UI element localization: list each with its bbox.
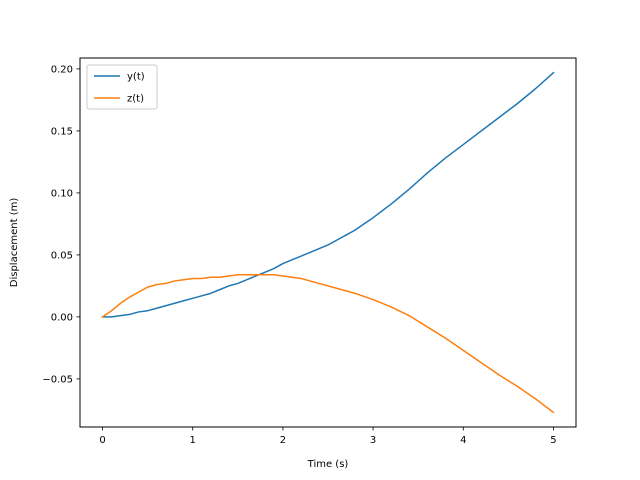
x-tick-label: 5 [550, 435, 556, 446]
x-tick-label: 1 [190, 435, 196, 446]
x-tick-label: 0 [99, 435, 105, 446]
y-tick-label: 0.10 [51, 188, 73, 199]
legend-box [86, 64, 158, 110]
legend: y(t) z(t) [86, 64, 158, 110]
plot-area [101, 71, 555, 414]
x-tick-label: 2 [280, 435, 286, 446]
y-tick-label: 0.05 [51, 250, 73, 261]
y-tick-label: −0.05 [42, 374, 73, 385]
x-tick-label: 4 [460, 435, 466, 446]
legend-label: y(t) [127, 72, 145, 83]
series-line-zt [101, 273, 555, 414]
y-tick-label: 0.15 [51, 126, 73, 137]
y-tick-label: 0.20 [51, 64, 73, 75]
series-line-yt [101, 71, 555, 318]
axis-ticks: 0 1 2 3 4 5 −0.05 0.00 0.05 0.10 0.15 0.20 [42, 64, 556, 446]
y-axis-label: Displacement (m) [9, 198, 20, 288]
y-tick-label: 0.00 [51, 312, 73, 323]
x-tick-label: 3 [370, 435, 376, 446]
legend-label: z(t) [127, 94, 144, 105]
x-axis-label: Time (s) [307, 459, 349, 470]
axes-frame [79, 57, 577, 428]
